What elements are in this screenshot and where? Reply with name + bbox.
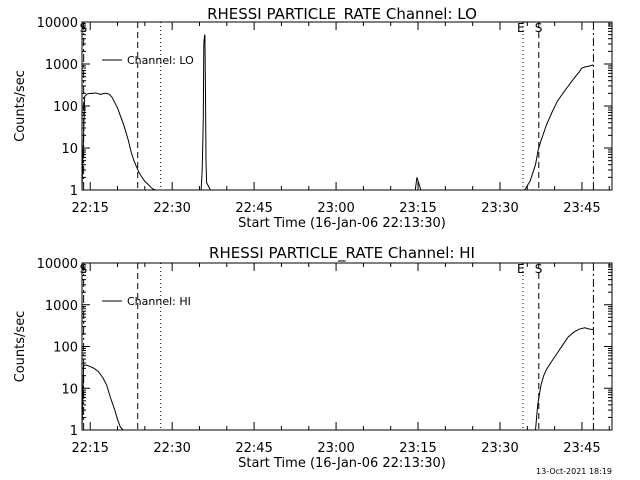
y-tick-label: 1 [70,184,78,199]
x-tick-label: 22:30 [153,201,190,216]
y-tick-label: 1 [70,424,78,439]
x-tick-label: 23:30 [481,441,518,456]
x-tick-label: 22:15 [71,201,108,216]
x-tick-label: 22:45 [235,441,272,456]
x-tick-label: 22:15 [71,441,108,456]
event-marker-label: S [80,262,88,276]
x-axis-label: Start Time (16-Jan-06 22:13:30) [238,216,446,231]
x-tick-label: 23:15 [399,201,436,216]
y-tick-label: 100 [53,100,78,115]
y-tick-label: 10 [61,382,78,397]
y-tick-label: 1000 [45,299,78,314]
y-tick-label: 1000 [45,58,78,73]
x-tick-label: 22:45 [235,201,272,216]
event-marker-label: S [535,262,543,276]
chart-panel-2: RHESSI PARTICLE_RATE Channel: HI 22:15 22:… [13,244,613,471]
series-line [81,34,594,191]
legend-label: Channel: LO [127,54,194,67]
y-tick-label: 100 [53,341,78,356]
x-tick-label: 23:45 [563,441,600,456]
y-axis-label: Counts/sec [13,70,28,142]
y-tick-label: 10 [61,142,78,157]
plot-frame [81,262,613,431]
series-line [81,327,594,431]
y-axis-label: Counts/sec [13,311,28,383]
y-tick-label: 10000 [37,16,78,31]
x-tick-label: 23:45 [563,201,600,216]
footer-timestamp: 13-Oct-2021 18:19 [536,467,612,476]
x-tick-label: 22:30 [153,441,190,456]
x-tick-label: 23:00 [317,201,354,216]
event-marker-label: E [517,262,525,276]
x-tick-label: 23:00 [317,441,354,456]
x-tick-label: 23:30 [481,201,518,216]
chart-panel-1: RHESSI PARTICLE_RATE Channel: LO 22:15 22:… [13,5,613,231]
event-marker-label: S [80,21,88,35]
x-axis-label: Start Time (16-Jan-06 22:13:30) [238,456,446,471]
plot-frame [81,21,613,191]
chart-title: RHESSI PARTICLE_RATE Channel: HI [209,244,475,263]
legend-label: Channel: HI [127,295,191,308]
y-tick-label: 10000 [37,257,78,272]
chart-title: RHESSI PARTICLE_RATE Channel: LO [207,5,477,24]
event-marker-label: E [517,21,525,35]
x-tick-label: 23:15 [399,441,436,456]
event-marker-label: S [535,21,543,35]
